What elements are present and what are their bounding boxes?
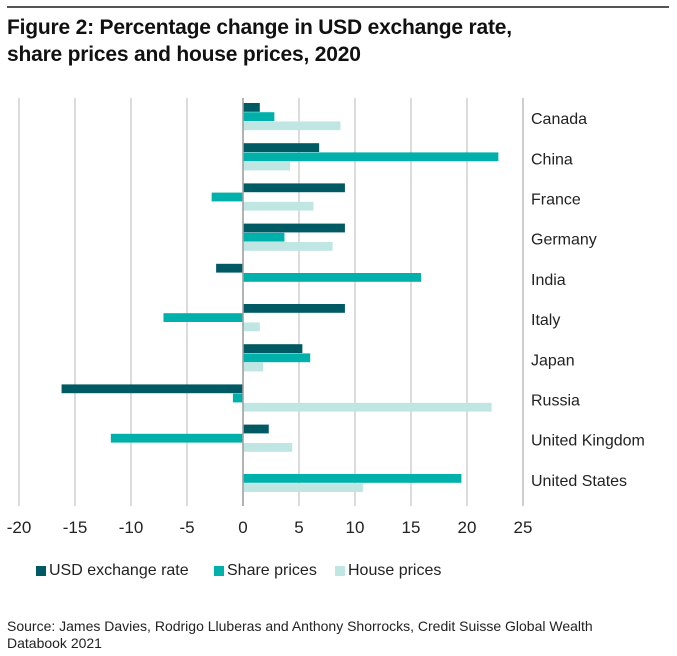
bar-share-prices-germany <box>243 232 285 242</box>
category-label: Russia <box>531 393 580 410</box>
category-label: Italy <box>531 312 560 329</box>
bar-share-prices-canada <box>243 112 275 121</box>
legend-label-house: House prices <box>348 562 442 579</box>
figure-title-line-1: Figure 2: Percentage change in USD excha… <box>7 16 512 39</box>
x-tick-label: 10 <box>346 518 365 537</box>
legend-item-share-prices: Share prices <box>214 562 317 580</box>
category-label: Japan <box>531 352 575 369</box>
top-rule <box>7 6 669 8</box>
legend: USD exchange rate Share prices House pri… <box>0 562 677 586</box>
x-tick-label: -10 <box>119 518 144 537</box>
x-tick-label: 0 <box>238 518 247 537</box>
x-tick-label: -5 <box>179 518 194 537</box>
source-note: Source: James Davies, Rodrigo Lluberas a… <box>7 618 647 652</box>
legend-label-usd: USD exchange rate <box>49 562 189 579</box>
bar-usd-exchange-rate-canada <box>243 103 260 112</box>
axis <box>242 98 524 506</box>
bar-share-prices-japan <box>243 353 311 363</box>
figure-title: Figure 2: Percentage change in USD excha… <box>7 14 512 68</box>
bar-usd-exchange-rate-italy <box>243 304 345 313</box>
source-line-2: Databook 2021 <box>7 635 102 651</box>
x-tick-label: -15 <box>63 518 88 537</box>
category-label: Canada <box>531 111 587 128</box>
bar-share-prices-india <box>243 273 422 282</box>
legend-item-usd-exchange-rate: USD exchange rate <box>36 562 189 580</box>
bar-share-prices-france <box>211 192 243 202</box>
bar-house-prices-china <box>243 161 291 171</box>
gridlines <box>18 98 468 506</box>
bar-house-prices-united-states <box>243 483 363 492</box>
bar-house-prices-italy <box>243 322 260 332</box>
bar-house-prices-united-kingdom <box>243 443 293 452</box>
x-tick-labels: -20 -15 -10 -5 0 5 10 15 20 25 <box>7 518 533 537</box>
bar-share-prices-united-states <box>243 474 462 483</box>
bar-share-prices-united-kingdom <box>110 433 243 443</box>
bar-share-prices-china <box>243 152 499 162</box>
x-tick-label: 15 <box>402 518 421 537</box>
legend-swatch-house <box>335 566 345 576</box>
figure-title-line-2: share prices and house prices, 2020 <box>7 43 361 66</box>
bar-usd-exchange-rate-china <box>243 143 320 152</box>
legend-swatch-usd <box>36 566 46 576</box>
bar-chart: -20 -15 -10 -5 0 5 10 15 20 25 Canada China France G… <box>7 98 645 537</box>
bar-usd-exchange-rate-japan <box>243 344 303 353</box>
bar-usd-exchange-rate-india <box>216 263 243 273</box>
bar-house-prices-canada <box>243 121 341 131</box>
bar-house-prices-germany <box>243 242 333 251</box>
x-tick-label: 5 <box>294 518 303 537</box>
category-label: Germany <box>531 232 597 249</box>
category-label: India <box>531 272 566 289</box>
bar-house-prices-france <box>243 201 314 211</box>
bar-usd-exchange-rate-germany <box>243 223 345 233</box>
bar-usd-exchange-rate-france <box>243 183 345 193</box>
bar-usd-exchange-rate-united-kingdom <box>243 424 269 434</box>
x-tick-label: 25 <box>514 518 533 537</box>
legend-swatch-share <box>214 566 224 576</box>
source-line-1: Source: James Davies, Rodrigo Lluberas a… <box>7 618 593 634</box>
bar-share-prices-russia <box>232 393 243 403</box>
legend-label-share: Share prices <box>227 562 317 579</box>
x-tick-label: -20 <box>7 518 32 537</box>
bar-usd-exchange-rate-russia <box>61 384 244 394</box>
x-tick-label: 20 <box>458 518 477 537</box>
category-label: United Kingdom <box>531 433 645 450</box>
bars <box>61 103 499 492</box>
bar-share-prices-italy <box>163 313 243 322</box>
legend-item-house-prices: House prices <box>335 562 441 580</box>
category-label: United States <box>531 473 627 490</box>
category-label: France <box>531 192 581 209</box>
category-labels: Canada China France Germany India Italy Japan R… <box>531 111 645 490</box>
bar-house-prices-japan <box>243 362 264 372</box>
category-label: China <box>531 151 573 168</box>
bar-house-prices-russia <box>243 402 492 412</box>
